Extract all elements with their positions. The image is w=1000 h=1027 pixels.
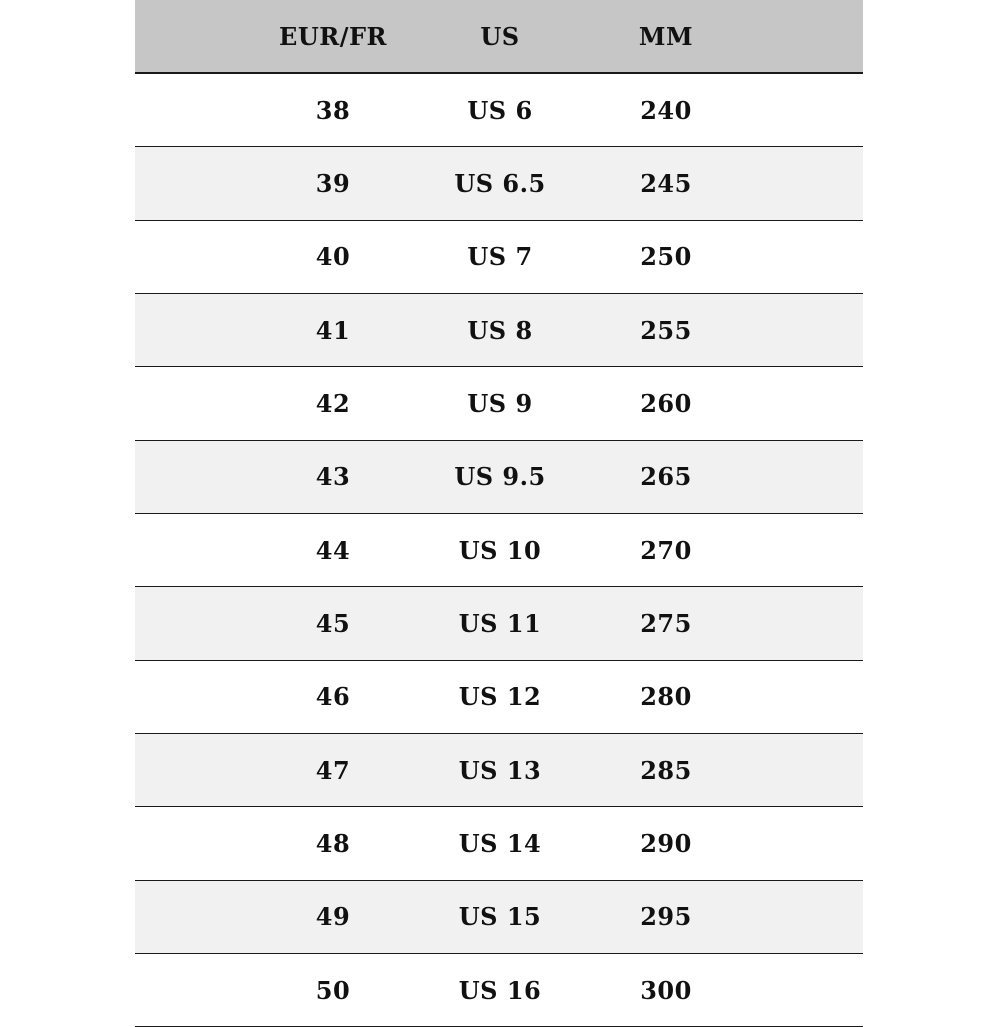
cell-eur-fr: 46 [315,682,351,712]
table-header: EUR/FR US MM [135,0,863,74]
cell-eur-fr: 48 [315,828,351,858]
table-row: 45 US 11 275 [135,587,863,661]
table-row: 49 US 15 295 [135,880,863,954]
cell-us: US 8 [467,315,533,345]
cell-us: US 13 [458,755,542,785]
cell-eur-fr: 45 [315,608,351,638]
cell-mm: 290 [640,828,692,858]
cell-mm: 265 [640,462,692,492]
table-row: 47 US 13 285 [135,733,863,808]
cell-eur-fr: 38 [315,95,351,125]
cell-us: US 15 [458,902,542,932]
cell-us: US 10 [458,535,542,565]
header-mm: MM [638,21,694,51]
cell-us: US 9.5 [454,462,546,492]
cell-mm: 280 [640,682,692,712]
cell-us: US 6.5 [454,168,546,198]
cell-mm: 240 [640,95,692,125]
table-body: 38 US 6 240 39 US 6.5 245 40 US 7 250 41 US 8 255 42… [135,74,863,1027]
cell-us: US 9 [467,388,533,418]
table-row: 40 US 7 250 [135,220,863,294]
cell-mm: 275 [640,608,692,638]
cell-mm: 260 [640,388,692,418]
cell-eur-fr: 49 [315,902,351,932]
table-row: 41 US 8 255 [135,293,863,368]
cell-mm: 285 [640,755,692,785]
cell-eur-fr: 40 [315,242,351,272]
cell-mm: 300 [640,975,692,1005]
cell-us: US 12 [458,682,542,712]
cell-us: US 7 [467,242,533,272]
cell-eur-fr: 39 [315,168,351,198]
cell-mm: 255 [640,315,692,345]
table-row: 39 US 6.5 245 [135,147,863,221]
table-row: 38 US 6 240 [135,74,863,148]
table-row: 46 US 12 280 [135,660,863,734]
header-us: US [480,21,520,51]
cell-eur-fr: 47 [315,755,351,785]
size-chart-table: EUR/FR US MM 38 US 6 240 39 US 6.5 245 40 US 7 2… [135,0,863,1027]
cell-eur-fr: 42 [315,388,351,418]
cell-eur-fr: 43 [315,462,351,492]
table-row: 42 US 9 260 [135,367,863,441]
table-row: 44 US 10 270 [135,513,863,588]
table-row: 48 US 14 290 [135,807,863,881]
table-row: 50 US 16 300 [135,953,863,1027]
cell-mm: 250 [640,242,692,272]
cell-mm: 270 [640,535,692,565]
cell-us: US 11 [458,608,542,638]
table-row: 43 US 9.5 265 [135,440,863,514]
header-eur-fr: EUR/FR [279,21,387,51]
cell-eur-fr: 41 [315,315,351,345]
cell-us: US 16 [458,975,542,1005]
cell-eur-fr: 44 [315,535,351,565]
cell-eur-fr: 50 [315,975,351,1005]
cell-mm: 245 [640,168,692,198]
cell-us: US 6 [467,95,533,125]
cell-us: US 14 [458,828,542,858]
cell-mm: 295 [640,902,692,932]
